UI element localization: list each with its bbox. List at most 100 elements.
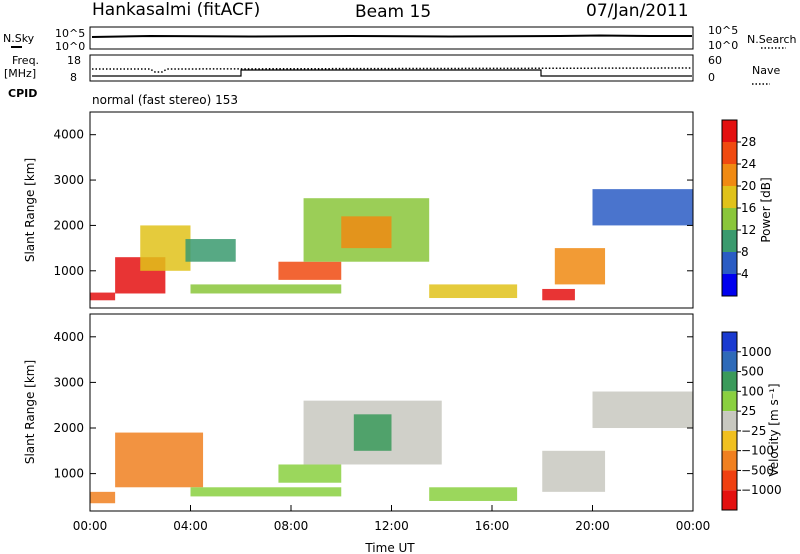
nave-tick-top: 60 (708, 54, 722, 67)
time-tick-label-6: 00:00 (676, 519, 711, 533)
velocity-ytick-label-2: 3000 (53, 375, 84, 389)
power-patch-9 (542, 288, 575, 301)
power-ytick-label-0: 1000 (53, 264, 84, 278)
power-colorbar-swatch-5 (722, 164, 737, 186)
velocity-colorbar-label-7: −1000 (741, 483, 782, 497)
power-patch-8 (429, 284, 518, 299)
velocity-colorbar-swatch-5 (722, 430, 737, 451)
velocity-patch-5 (353, 414, 392, 451)
velocity-colorbar-label-6: −500 (741, 463, 774, 477)
station-title: Hankasalmi (fitACF) (92, 0, 260, 20)
velocity-patch-6 (429, 487, 518, 501)
velocity-colorbar-swatch-3 (722, 391, 737, 412)
velocity-ytick-label-3: 4000 (53, 330, 84, 344)
nsearch-label: N.Search (747, 33, 797, 46)
velocity-patches (90, 391, 693, 504)
time-tick-label-1: 04:00 (173, 519, 208, 533)
time-tick-label-3: 12:00 (374, 519, 409, 533)
time-tick-label-5: 20:00 (575, 519, 610, 533)
beam-title: Beam 15 (355, 2, 431, 22)
velocity-patch-3 (278, 464, 342, 483)
nave-label: Nave (752, 64, 780, 77)
nsky-tick-top: 10^5 (55, 27, 85, 40)
velocity-colorbar-swatch-2 (722, 371, 737, 392)
velocity-patch-0 (90, 491, 116, 504)
power-colorbar-swatch-4 (722, 186, 737, 208)
power-colorbar-label-6: 28 (741, 135, 756, 149)
velocity-patch-1 (115, 432, 204, 488)
power-colorbar-swatch-7 (722, 120, 737, 142)
power-patch-7 (341, 216, 392, 249)
power-colorbar-label-1: 8 (741, 245, 749, 259)
time-tick-label-4: 16:00 (475, 519, 510, 533)
nsearch-tick-bottom: 10^0 (708, 39, 738, 52)
power-colorbar-swatch-0 (722, 274, 737, 296)
time-xlabel: Time UT (364, 541, 415, 554)
freq-label: Freq. (12, 54, 39, 67)
power-colorbar: 4 8 12 16 20 24 28 (721, 119, 756, 297)
power-colorbar-label: Power [dB] (759, 177, 773, 242)
cpid-label: CPID (8, 87, 37, 100)
power-colorbar-label-0: 4 (741, 267, 749, 281)
velocity-ytick-label-1: 2000 (53, 421, 84, 435)
power-patch-2 (140, 225, 191, 271)
power-colorbar-swatch-6 (722, 142, 737, 164)
power-ytick-label-2: 3000 (53, 173, 84, 187)
nsky-label: N.Sky (3, 32, 35, 45)
power-patch-0 (90, 292, 116, 301)
freq-strip: Freq. [MHz] 18 8 60 0 Nave (4, 54, 780, 85)
power-patch-5 (278, 261, 342, 280)
velocity-colorbar-label-4: −25 (741, 424, 766, 438)
velocity-colorbar-label: Velocity [m s⁻¹] (767, 383, 781, 476)
nsky-strip: N.Sky 10^5 10^0 10^5 10^0 N.Search (3, 24, 797, 53)
velocity-patch-7 (542, 450, 606, 492)
freq-tick-top: 18 (67, 54, 81, 67)
freq-tick-bottom: 8 (70, 71, 77, 84)
velocity-colorbar-swatch-8 (722, 490, 737, 510)
nsearch-tick-top: 10^5 (708, 24, 738, 37)
velocity-panel: 1000 2000 3000 4000 00:00 04:00 08:00 12:00 16:… (23, 313, 782, 554)
velocity-colorbar-label-2: 100 (741, 384, 764, 398)
power-colorbar-label-3: 16 (741, 201, 756, 215)
velocity-colorbar: 1000 500 100 25 −25 −100 −500 −1000 (721, 331, 782, 511)
power-colorbar-swatch-2 (722, 230, 737, 252)
date-title: 07/Jan/2011 (586, 1, 689, 21)
velocity-colorbar-swatch-1 (722, 351, 737, 372)
power-colorbar-swatch-1 (722, 252, 737, 274)
power-patch-11 (592, 189, 693, 226)
velocity-colorbar-label-0: 1000 (741, 345, 772, 359)
power-patch-4 (190, 284, 342, 294)
velocity-patch-2 (190, 487, 342, 497)
time-tick-label-2: 08:00 (274, 519, 309, 533)
power-colorbar-label-4: 20 (741, 179, 756, 193)
velocity-colorbar-swatch-4 (722, 411, 737, 431)
velocity-colorbar-swatch-6 (722, 450, 737, 471)
cpid-text: normal (fast stereo) 153 (92, 93, 238, 107)
nsky-tick-bottom: 10^0 (55, 40, 85, 53)
time-tick-label-0: 00:00 (73, 519, 108, 533)
velocity-ytick-label-0: 1000 (53, 467, 84, 481)
velocity-colorbar-label-3: 25 (741, 404, 756, 418)
power-ytick-label-1: 2000 (53, 218, 84, 232)
power-colorbar-swatch-3 (722, 208, 737, 230)
power-ylabel: Slant Range [km] (23, 158, 37, 262)
velocity-colorbar-frame (721, 331, 738, 511)
nsky-trace (91, 34, 692, 38)
power-ytick-label-3: 4000 (53, 128, 84, 142)
power-patch-3 (185, 239, 236, 262)
freq-unit: [MHz] (4, 67, 36, 80)
velocity-colorbar-label-1: 500 (741, 365, 764, 379)
nave-tick-bottom: 0 (708, 71, 715, 84)
power-patch-10 (554, 248, 606, 285)
velocity-patch-8 (592, 391, 693, 429)
nave-trace (92, 67, 693, 73)
velocity-colorbar-swatch-7 (722, 470, 737, 491)
power-patches (90, 189, 693, 301)
power-colorbar-label-5: 24 (741, 157, 756, 171)
velocity-ylabel: Slant Range [km] (23, 360, 37, 464)
power-panel: 1000 2000 3000 4000 Slant Range [km] 4 8 12 16… (23, 111, 773, 309)
power-colorbar-label-2: 12 (741, 223, 756, 237)
velocity-colorbar-label-5: −100 (741, 444, 774, 458)
velocity-colorbar-swatch-0 (722, 332, 737, 352)
